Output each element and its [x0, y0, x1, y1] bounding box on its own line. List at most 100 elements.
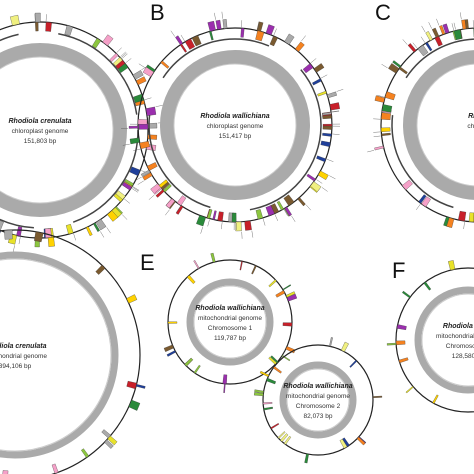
gene-label-tick	[291, 215, 296, 222]
gene-label-tick	[306, 204, 311, 211]
gene	[146, 162, 158, 171]
gene	[407, 43, 417, 53]
gene	[0, 220, 4, 231]
gene-label-tick	[451, 23, 454, 31]
gene-label-tick	[373, 135, 381, 137]
gene-label-tick	[284, 209, 288, 216]
gene	[372, 395, 383, 398]
gene	[317, 170, 329, 180]
gene-label-tick	[214, 12, 216, 20]
gene	[442, 23, 450, 34]
gene-label-tick	[138, 63, 145, 68]
gc-ring	[279, 361, 357, 439]
gene	[104, 439, 114, 449]
gene	[402, 290, 411, 299]
gene-label-tick	[326, 159, 334, 162]
gene-label-tick	[321, 187, 328, 192]
gene	[128, 125, 139, 129]
gene	[310, 181, 322, 192]
gene-label-tick	[332, 133, 340, 135]
gene	[210, 252, 216, 263]
gene	[193, 260, 200, 269]
genome-info: chlorop	[467, 123, 474, 130]
gene	[386, 342, 397, 346]
gene	[356, 436, 366, 446]
gene	[284, 206, 292, 217]
gene	[374, 145, 384, 151]
gene	[312, 78, 322, 86]
gc-ring	[0, 43, 127, 217]
gene-label-tick	[180, 34, 185, 42]
gene	[158, 179, 169, 188]
gene	[398, 66, 408, 75]
gene	[51, 463, 59, 474]
gene-label-tick	[329, 175, 336, 180]
genome-info: 82,073 bp	[304, 413, 333, 420]
gene	[163, 344, 174, 352]
gene-label-tick	[122, 143, 130, 146]
gene-label-tick	[148, 194, 155, 200]
ir-ring	[391, 38, 474, 212]
gene-label-tick	[301, 35, 306, 42]
genome-info: 394,106 bp	[0, 363, 32, 370]
gene	[259, 370, 270, 377]
gene	[254, 389, 264, 394]
gc-ring	[186, 278, 274, 366]
gene	[95, 218, 107, 231]
gene	[139, 141, 150, 150]
gene	[269, 35, 278, 47]
gene	[4, 229, 13, 240]
gene-label-tick	[73, 233, 76, 241]
gene	[316, 155, 327, 163]
gene	[231, 212, 237, 223]
gene	[381, 132, 391, 137]
genome-map: Rhodiola sacra mitochondrial genome Chromo…	[386, 258, 474, 413]
gene	[102, 34, 114, 46]
gene-label-tick	[273, 28, 277, 36]
gene-label-tick	[133, 148, 141, 152]
gene	[129, 166, 141, 176]
gene	[448, 260, 456, 271]
gene-label-tick	[144, 97, 152, 100]
gc-ring-inner	[0, 56, 114, 204]
gene	[276, 200, 284, 211]
gene	[107, 210, 119, 222]
genome-backbone	[262, 344, 374, 456]
gene	[339, 438, 348, 449]
ir-ring	[148, 38, 322, 212]
gene	[137, 119, 148, 125]
gene	[34, 12, 41, 23]
gene-label-tick	[18, 237, 21, 245]
gc-ring	[0, 251, 119, 459]
gene	[304, 453, 309, 464]
gene	[167, 321, 178, 324]
gene	[320, 140, 331, 147]
gc-ring	[414, 286, 474, 394]
gene-label-tick	[377, 94, 385, 98]
gene	[209, 30, 214, 41]
gene	[283, 194, 295, 206]
gene	[277, 431, 286, 439]
gene	[254, 392, 264, 397]
gene-label-tick	[316, 179, 323, 184]
genome-info: chloroplast genome	[207, 123, 264, 130]
gene	[297, 197, 306, 207]
gene	[285, 291, 296, 298]
gene-label-tick	[436, 18, 440, 26]
gene	[217, 211, 224, 222]
gene-label-tick	[336, 89, 344, 92]
gene-label-tick	[132, 187, 139, 192]
gene	[124, 179, 134, 187]
gene	[193, 364, 201, 374]
gene	[115, 190, 126, 200]
gene-label-tick	[12, 245, 15, 253]
gc-ring-inner	[421, 293, 474, 387]
gene	[2, 470, 9, 474]
gene	[283, 435, 292, 445]
gene	[175, 35, 184, 46]
gene-label-tick	[131, 188, 138, 193]
genome-info: mitochondrial genome	[436, 333, 474, 340]
genome-info: mitochondrial genome	[198, 315, 262, 322]
gene-label-tick	[122, 53, 128, 59]
gene	[458, 210, 467, 222]
